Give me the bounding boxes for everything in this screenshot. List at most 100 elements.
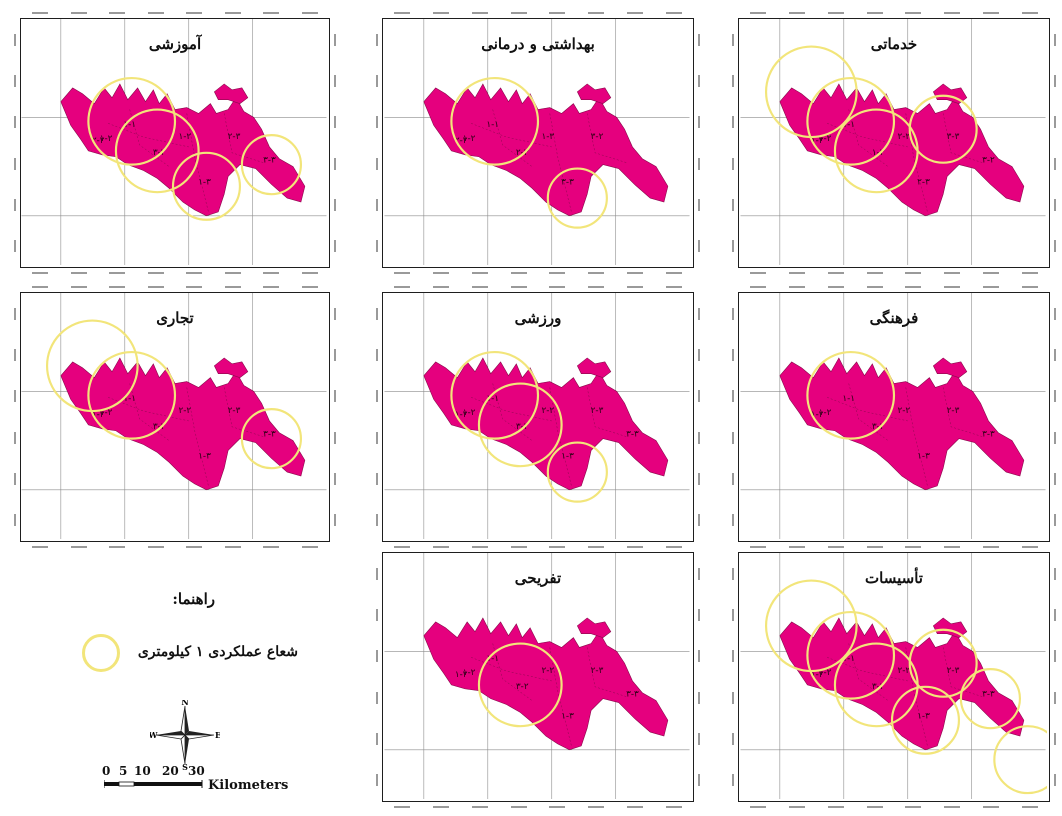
coordinate-ticks-right bbox=[695, 553, 703, 801]
scale-tick-5: 5 bbox=[119, 764, 128, 778]
study-region-north-part bbox=[213, 357, 249, 378]
district-boundary bbox=[826, 397, 908, 422]
map-panel-behdashti: ۱-۱ ۱-۲ ۲-۲ ۱-۳ ۲-۳ ۳-۳ ۳-۲ بهداشتی و درمانی bbox=[376, 12, 700, 274]
district-boundary bbox=[848, 109, 889, 167]
district-label: ۱-۱ bbox=[842, 120, 855, 130]
district-boundary bbox=[186, 113, 209, 212]
district-boundary bbox=[492, 109, 533, 167]
north-arrow-compass-rose-icon: N S E W bbox=[150, 700, 220, 770]
district-label: ۳-۲ bbox=[153, 422, 166, 432]
district-boundary bbox=[586, 387, 627, 437]
district-label: ۱-۳ bbox=[541, 132, 554, 142]
district-label: ۳-۲ bbox=[153, 148, 166, 158]
district-label: ۳-۳ bbox=[982, 430, 995, 440]
district-label: ۱-۱ bbox=[842, 394, 855, 404]
map-canvas: ۱-۱۱-۲۲-۲ ۱-۲۳-۲۱-۳۲-۳۳-۳ bbox=[21, 19, 327, 265]
district-boundary bbox=[549, 113, 572, 212]
scale-bar-graphic bbox=[104, 780, 203, 788]
district-label: ۲-۳ bbox=[228, 406, 241, 416]
district-label: ۱-۲ bbox=[811, 136, 824, 146]
district-label: ۲-۲ bbox=[897, 666, 910, 676]
buffer-circle bbox=[546, 441, 608, 503]
buffer-circle bbox=[806, 350, 896, 440]
buffer-circle bbox=[806, 76, 896, 166]
buffer-circle bbox=[240, 408, 303, 470]
study-region bbox=[779, 617, 1025, 751]
buffer-circle bbox=[908, 94, 978, 164]
map-panel-varzeshi: ۱-۱ ۱-۲ ۱-۲ ۲-۲ ۳-۲ ۱-۳ ۲-۳ ۳-۳ ورزشی bbox=[376, 286, 700, 548]
district-label: ۳-۲ bbox=[982, 156, 995, 166]
district-label: ۳-۳ bbox=[561, 177, 574, 187]
district-label: ۱-۳ bbox=[561, 711, 574, 721]
coordinate-ticks-left bbox=[729, 19, 737, 267]
coordinate-ticks-top bbox=[21, 9, 329, 17]
coordinate-ticks-top bbox=[383, 9, 693, 17]
coordinate-ticks-right bbox=[1051, 293, 1059, 541]
buffer-circle bbox=[477, 382, 563, 468]
district-label: ۲-۳ bbox=[591, 666, 604, 676]
district-label: ۱-۱ bbox=[123, 394, 136, 404]
district-label: ۱-۲ bbox=[178, 132, 191, 142]
district-label: ۳-۲ bbox=[872, 422, 885, 432]
coordinate-ticks-right bbox=[695, 19, 703, 267]
district-label: ۳-۲ bbox=[516, 422, 529, 432]
map-title: فرهنگی bbox=[869, 309, 919, 327]
map-title: ورزشی bbox=[514, 309, 562, 327]
study-region bbox=[60, 83, 306, 217]
study-region bbox=[779, 83, 1025, 217]
district-label: ۳-۳ bbox=[626, 690, 639, 700]
scale-tick-10: 10 bbox=[134, 764, 151, 778]
coordinate-ticks-bottom bbox=[21, 269, 329, 277]
coordinate-ticks-bottom bbox=[739, 269, 1049, 277]
district-label: ۲-۲ bbox=[897, 406, 910, 416]
district-label: ۲-۲ bbox=[455, 136, 468, 146]
study-region-north-part bbox=[576, 83, 612, 104]
map-panel-tejari: ۱-۱ ۱-۲ ۱-۲ ۲-۲ ۳-۲ ۱-۳ ۲-۳ ۳-۳ تجاری bbox=[14, 286, 336, 548]
study-region-north-part bbox=[932, 357, 968, 378]
district-label: ۱-۲ bbox=[463, 668, 476, 678]
district-label: ۱-۲ bbox=[811, 670, 824, 680]
scale-tick-0: 0 bbox=[102, 764, 111, 778]
map-legend: راهنما: شعاع عملکردی ۱ کیلومتری N S E W … bbox=[20, 552, 350, 802]
coordinate-ticks-bottom bbox=[21, 543, 329, 551]
district-label: ۲-۳ bbox=[228, 132, 241, 142]
district-boundary bbox=[470, 657, 552, 682]
district-label: ۱-۳ bbox=[917, 711, 930, 721]
district-label: ۱-۲ bbox=[819, 134, 832, 144]
coordinate-ticks-top bbox=[383, 543, 693, 551]
district-label: ۳-۳ bbox=[263, 430, 276, 440]
district-label: ۲-۳ bbox=[591, 406, 604, 416]
study-region-north-part bbox=[576, 357, 612, 378]
district-label: ۳-۳ bbox=[626, 430, 639, 440]
district-label: ۲-۳ bbox=[947, 666, 960, 676]
map-title: خدماتی bbox=[870, 35, 918, 53]
compass-south-label: S bbox=[182, 762, 188, 770]
district-label: ۱-۱ bbox=[486, 120, 499, 130]
map-title: تأسیسات bbox=[865, 569, 923, 587]
coordinate-ticks-right bbox=[331, 19, 339, 267]
coordinate-ticks-left bbox=[729, 553, 737, 801]
buffer-circle bbox=[171, 151, 242, 221]
map-canvas: ۱-۱ ۱-۲۱-۲ ۲-۲ ۳-۲ ۱-۳ ۲-۳ ۳-۳ bbox=[21, 293, 327, 539]
map-title: بهداشتی و درمانی bbox=[481, 35, 595, 53]
district-boundary bbox=[107, 123, 189, 148]
district-boundary bbox=[492, 383, 533, 441]
district-label: ۲-۲ bbox=[541, 666, 554, 676]
map-panel-tasisat: ۱-۱ ۱-۲ ۱-۲ ۲-۲ ۳-۲ ۱-۳ ۲-۳ ۳-۳ تأسیسات bbox=[732, 546, 1056, 808]
coordinate-ticks-left bbox=[11, 19, 19, 267]
district-label: ۱-۱ bbox=[842, 654, 855, 664]
district-label: ۱-۱ bbox=[123, 120, 136, 130]
buffer-circle bbox=[546, 167, 608, 229]
district-label: ۱-۲ bbox=[811, 410, 824, 420]
district-label: ۱-۳ bbox=[561, 451, 574, 461]
district-label: ۱-۲ bbox=[100, 134, 113, 144]
district-label: ۱-۳ bbox=[917, 451, 930, 461]
district-label: ۱-۳ bbox=[198, 177, 211, 187]
district-label: ۲-۳ bbox=[917, 177, 930, 187]
district-label: ۱-۲ bbox=[463, 134, 476, 144]
map-canvas: ۱-۱ ۱-۲۲-۲ ۱-۳ ۲-۳ ۳-۳ ۳-۲ bbox=[384, 19, 690, 265]
buffer-circle bbox=[450, 76, 540, 166]
district-label: ۱-۲ bbox=[819, 408, 832, 418]
map-canvas: ۱-۱ ۱-۲۱-۲ ۲-۲ ۳-۲ ۱-۳ ۲-۳ ۳-۳ bbox=[740, 553, 1047, 799]
compass-east-label: E bbox=[215, 730, 220, 740]
